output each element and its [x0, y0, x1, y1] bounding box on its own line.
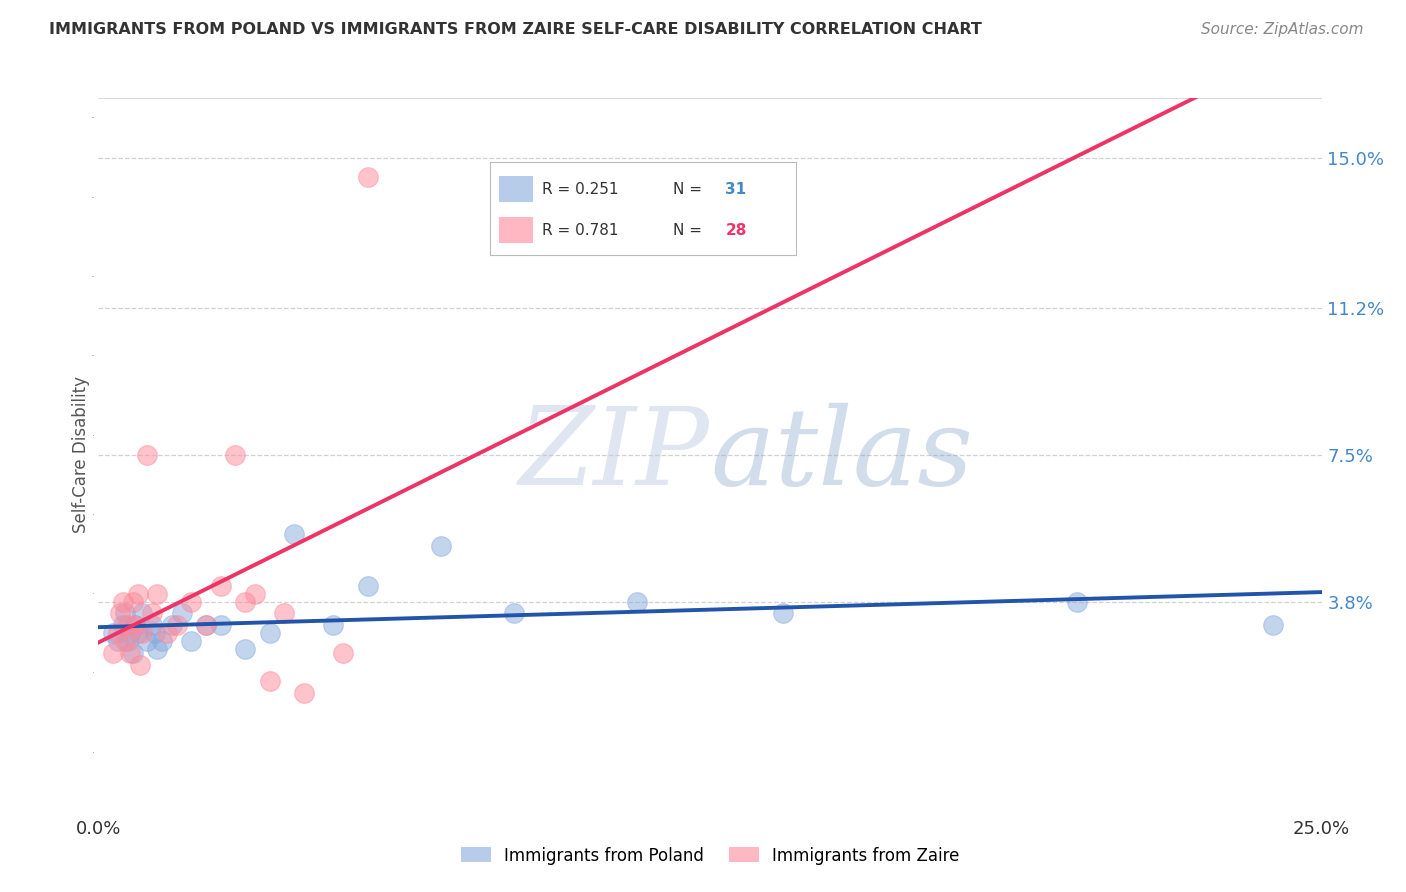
FancyBboxPatch shape	[499, 177, 533, 202]
Point	[111, 594, 134, 608]
Point	[209, 618, 232, 632]
Point	[626, 594, 648, 608]
Point	[131, 607, 153, 621]
Point	[136, 448, 159, 462]
Legend: Immigrants from Poland, Immigrants from Zaire: Immigrants from Poland, Immigrants from …	[454, 840, 966, 871]
Point	[120, 646, 142, 660]
Point	[121, 646, 143, 660]
Point	[156, 626, 179, 640]
Point	[146, 587, 169, 601]
Point	[283, 527, 305, 541]
Text: atlas: atlas	[710, 402, 973, 508]
Text: 28: 28	[725, 223, 747, 237]
Point	[209, 579, 232, 593]
Point	[121, 594, 143, 608]
Text: N =: N =	[673, 182, 707, 197]
Point	[356, 170, 378, 185]
Point	[233, 642, 256, 657]
Point	[107, 626, 129, 640]
Point	[111, 618, 134, 632]
Point	[430, 539, 453, 553]
Point	[101, 626, 124, 640]
Point	[292, 686, 315, 700]
Point	[233, 594, 256, 608]
Point	[195, 618, 218, 632]
Point	[136, 634, 159, 648]
Point	[772, 607, 794, 621]
Point	[143, 626, 166, 640]
Point	[150, 634, 173, 648]
Point	[129, 658, 152, 673]
Point	[117, 634, 139, 648]
Text: Source: ZipAtlas.com: Source: ZipAtlas.com	[1201, 22, 1364, 37]
Point	[170, 607, 193, 621]
Point	[356, 579, 378, 593]
Point	[243, 587, 266, 601]
Point	[259, 673, 281, 688]
Text: N =: N =	[673, 223, 707, 237]
Point	[114, 634, 136, 648]
Point	[114, 607, 136, 621]
FancyBboxPatch shape	[499, 217, 533, 243]
Y-axis label: Self-Care Disability: Self-Care Disability	[72, 376, 90, 533]
Point	[146, 642, 169, 657]
Point	[101, 646, 124, 660]
Point	[273, 607, 295, 621]
Text: R = 0.251: R = 0.251	[541, 182, 619, 197]
Point	[141, 618, 163, 632]
Point	[127, 587, 149, 601]
Point	[322, 618, 344, 632]
Point	[127, 626, 149, 640]
Point	[141, 607, 163, 621]
Point	[503, 607, 526, 621]
Point	[180, 594, 202, 608]
Point	[166, 618, 188, 632]
Point	[160, 618, 183, 632]
Point	[117, 618, 139, 632]
Point	[195, 618, 218, 632]
Point	[124, 618, 146, 632]
Text: IMMIGRANTS FROM POLAND VS IMMIGRANTS FROM ZAIRE SELF-CARE DISABILITY CORRELATION: IMMIGRANTS FROM POLAND VS IMMIGRANTS FRO…	[49, 22, 981, 37]
Point	[110, 607, 132, 621]
Point	[1261, 618, 1284, 632]
Point	[259, 626, 281, 640]
Text: 31: 31	[725, 182, 747, 197]
Point	[107, 634, 129, 648]
Text: R = 0.781: R = 0.781	[541, 223, 619, 237]
Point	[131, 626, 153, 640]
Point	[332, 646, 354, 660]
Point	[1066, 594, 1088, 608]
Point	[124, 618, 146, 632]
Text: ZIP: ZIP	[519, 402, 710, 508]
Point	[224, 448, 246, 462]
Point	[120, 626, 142, 640]
Point	[180, 634, 202, 648]
